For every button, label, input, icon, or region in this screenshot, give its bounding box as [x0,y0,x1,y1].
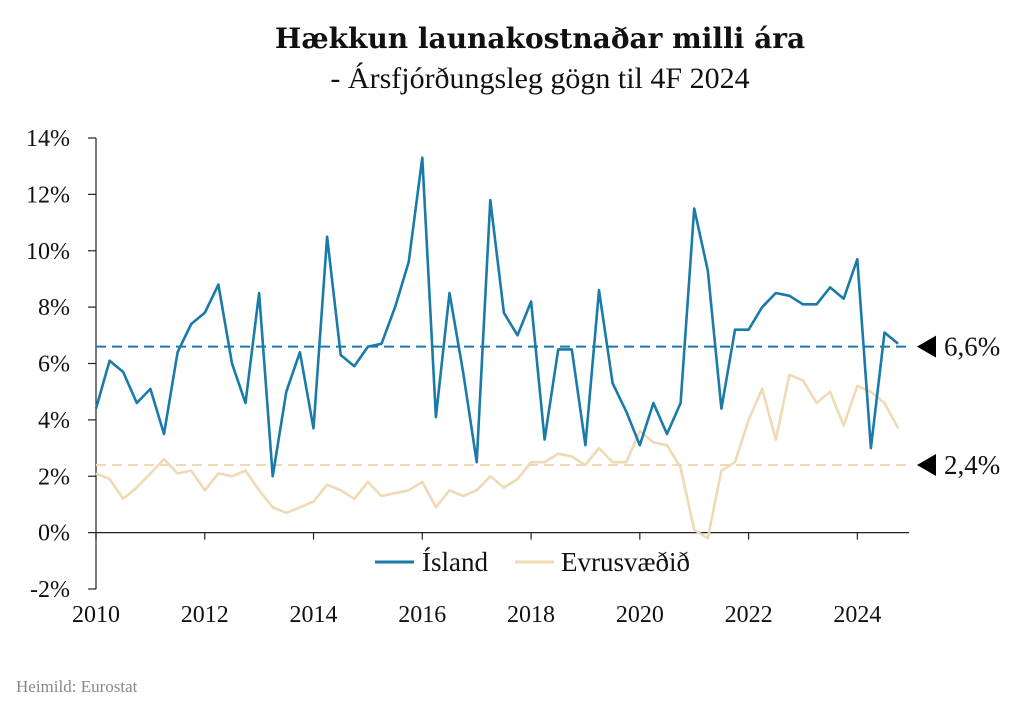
axes: -2% 0% 2% 4% 6% 8% 10% 12% 14% 2010 2012 2014 2016 20… [26,126,909,628]
reference-marker-0 [917,335,936,358]
x-tick-label: 2016 [398,602,446,628]
reference-annotations: 6,6% 2,4% [917,332,1000,480]
chart-subtitle: - Ársfjórðungsleg gögn til 4F 2024 [330,62,750,95]
chart-title: Hækkun launakostnaðar milli ára [274,22,806,55]
reference-marker-1 [917,453,936,476]
x-tick-label: 2024 [833,602,881,628]
x-tick-label: 2018 [507,602,555,628]
y-tick-label: 2% [38,464,70,490]
reference-label-1: 2,4% [944,450,1000,480]
x-tick-label: 2010 [72,602,120,628]
y-tick-label: 0% [38,521,70,547]
x-tick-label: 2012 [181,602,229,628]
reference-label-0: 6,6% [944,332,1000,362]
legend-label-island: Ísland [422,547,488,577]
y-tick-label: 4% [38,408,70,434]
y-tick-label: 8% [38,295,70,321]
x-tick-label: 2020 [616,602,664,628]
y-tick-label: 12% [26,182,70,208]
legend: Ísland Evrusvæðið [375,547,690,577]
y-tick-label: 10% [26,239,70,265]
reference-lines [96,345,909,466]
x-tick-label: 2022 [725,602,773,628]
y-tick-label: 14% [26,126,70,152]
source-note: Heimild: Eurostat [16,677,138,696]
legend-label-evrusvaedid: Evrusvæðið [561,547,690,577]
series-lines [94,156,900,540]
series-line-island [94,156,899,478]
x-tick-label: 2014 [290,602,338,628]
y-tick-label: 6% [38,352,70,378]
y-tick-label: -2% [30,577,70,603]
series-line-evrusvaedid [95,373,900,540]
